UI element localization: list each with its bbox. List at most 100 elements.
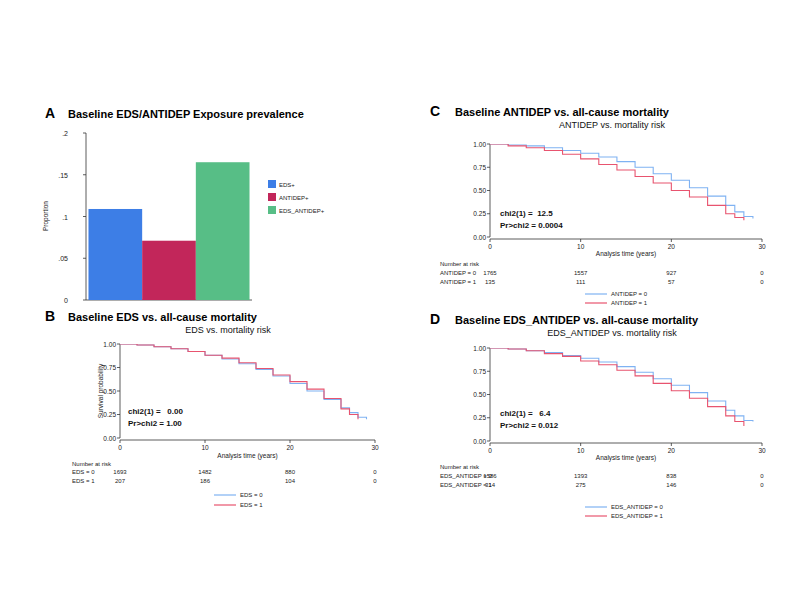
y-tick — [117, 414, 120, 415]
x-tick-label: 30 — [758, 447, 766, 454]
risk-table-title: Number at risk — [440, 464, 480, 470]
x-tick — [671, 239, 672, 242]
risk-count: 104 — [285, 478, 296, 484]
risk-table-title: Number at risk — [72, 461, 112, 467]
y-tick-label: 0.00 — [103, 435, 116, 442]
y-tick-label: 0.00 — [473, 234, 486, 241]
y-tick-label: 0.25 — [473, 414, 486, 421]
subtitle: EDS vs. mortality risk — [185, 325, 271, 335]
risk-table-title: Number at risk — [440, 261, 480, 267]
survival-curve — [490, 144, 744, 220]
x-tick — [671, 443, 672, 446]
y-tick-label: .2 — [62, 130, 68, 137]
lines — [490, 348, 753, 426]
x-tick-label: 10 — [201, 444, 209, 451]
background — [0, 0, 800, 600]
lines — [120, 344, 367, 419]
x-tick-label: 0 — [488, 243, 492, 250]
x-tick-label: 0 — [488, 447, 492, 454]
legend-swatch — [268, 206, 276, 214]
legend-label: EDS = 1 — [240, 502, 263, 508]
y-tick-label: .1 — [62, 214, 68, 221]
y-tick-label: 0.75 — [473, 368, 486, 375]
y-tick — [83, 174, 86, 175]
legend-label: ANTIDEP = 0 — [611, 291, 648, 297]
x-tick-label: 10 — [577, 243, 585, 250]
panel: DBaseline EDS_ANTIDEP vs. all-cause mort… — [430, 311, 766, 519]
y-tick-label: 0.50 — [473, 187, 486, 194]
risk-count: 207 — [115, 478, 126, 484]
panel: BBaseline EDS vs. all-cause mortalityEDS… — [45, 308, 379, 508]
x-tick — [762, 239, 763, 242]
y-tick — [487, 394, 490, 395]
title: Baseline ANTIDEP vs. all-cause mortality — [455, 106, 670, 118]
y-axis-label: Survival probability — [97, 363, 105, 418]
y-tick — [117, 367, 120, 368]
annotation: chi2(1) = 12.5 — [500, 209, 553, 218]
risk-count: 275 — [576, 482, 587, 488]
panel-label: A — [45, 105, 55, 121]
y-tick-label: 1.00 — [473, 141, 486, 148]
x-tick-label: 20 — [286, 444, 294, 451]
legend-label: EDS = 0 — [240, 492, 263, 498]
y-tick-label: 0.00 — [473, 438, 486, 445]
panel-label: B — [45, 308, 55, 324]
risk-count: 0 — [373, 478, 377, 484]
x-tick-label: 30 — [371, 444, 379, 451]
subtitle: EDS_ANTIDEP vs. mortality risk — [547, 328, 677, 338]
x-tick — [580, 443, 581, 446]
legend-line — [585, 293, 607, 294]
x-tick-label: 30 — [758, 243, 766, 250]
legend-line — [585, 506, 607, 507]
risk-count: 1765 — [483, 270, 497, 276]
bar — [142, 241, 196, 300]
legend-label: ANTIDEP = 1 — [611, 300, 648, 306]
x-tick — [120, 440, 121, 443]
risk-count: 1693 — [113, 469, 127, 475]
risk-count: 838 — [666, 473, 677, 479]
legend-swatch — [268, 193, 276, 201]
risk-count: 1586 — [483, 473, 497, 479]
legend-line — [585, 302, 607, 303]
title: Baseline EDS/ANTIDEP Exposure prevalence — [68, 108, 304, 120]
survival-curve — [120, 344, 367, 419]
risk-row-label: ANTIDEP = 0 — [440, 270, 477, 276]
y-tick — [487, 190, 490, 191]
risk-count: 146 — [666, 482, 677, 488]
x-axis-label: Analysis time (years) — [596, 454, 656, 462]
x-axis — [490, 443, 762, 444]
y-tick — [83, 216, 86, 217]
risk-count: 57 — [668, 279, 675, 285]
y-tick — [487, 237, 490, 238]
y-tick — [487, 441, 490, 442]
y-axis-label: Proportion — [42, 201, 50, 231]
x-tick — [205, 440, 206, 443]
risk-count: 0 — [760, 482, 764, 488]
risk-count: 314 — [485, 482, 496, 488]
y-tick-label: 0.75 — [103, 364, 116, 371]
y-tick-label: 0.25 — [103, 411, 116, 418]
y-tick — [117, 344, 120, 345]
bar — [196, 162, 250, 300]
y-tick-label: 1.00 — [473, 345, 486, 352]
legend-label: EDS_ANTIDEP = 1 — [611, 513, 663, 519]
x-tick — [762, 443, 763, 446]
panel: A Baseline EDS/ANTIDEP Exposure prevalenc… — [42, 105, 325, 304]
risk-count: 0 — [760, 473, 764, 479]
y-tick-label: 1.00 — [103, 341, 116, 348]
risk-count: 0 — [373, 469, 377, 475]
subtitle: ANTIDEP vs. mortality risk — [559, 120, 665, 130]
figure: A Baseline EDS/ANTIDEP Exposure prevalenc… — [0, 0, 800, 600]
risk-count: 1482 — [198, 469, 212, 475]
y-tick-label: 0.25 — [473, 210, 486, 217]
legend-label: ANTIDEP+ — [279, 195, 309, 201]
y-tick — [117, 438, 120, 439]
risk-count: 0 — [760, 279, 764, 285]
risk-count: 1393 — [574, 473, 588, 479]
risk-count: 135 — [485, 279, 496, 285]
y-tick-label: .15 — [58, 172, 68, 179]
y-tick — [487, 417, 490, 418]
legend-label: EDS_ANTIDEP = 0 — [611, 504, 663, 510]
legend-line — [585, 515, 607, 516]
y-tick-label: 0.75 — [473, 164, 486, 171]
